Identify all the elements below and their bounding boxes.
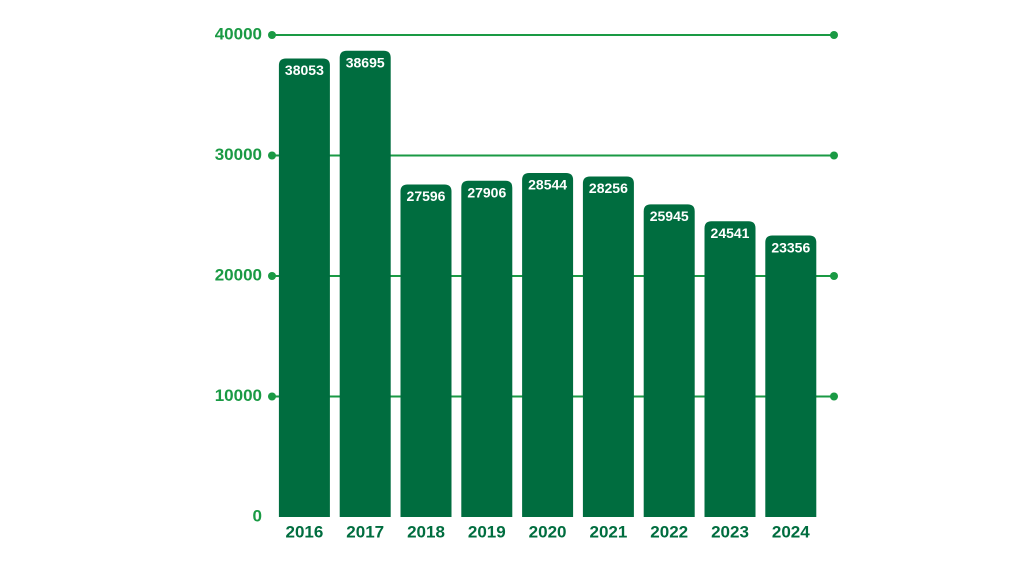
value-label: 38695 bbox=[346, 54, 385, 70]
x-tick-label: 2020 bbox=[529, 522, 567, 541]
y-tick-label: 10000 bbox=[215, 386, 262, 405]
value-label: 27906 bbox=[467, 184, 506, 200]
bar bbox=[643, 204, 695, 518]
value-label: 27596 bbox=[407, 188, 446, 204]
x-tick-label: 2018 bbox=[407, 522, 445, 541]
grid-dot bbox=[268, 392, 276, 401]
grid-dot bbox=[830, 31, 838, 39]
grid-dot bbox=[268, 272, 276, 280]
bar bbox=[765, 235, 817, 518]
x-tick-label: 2022 bbox=[650, 522, 688, 541]
grid-dot bbox=[830, 151, 838, 160]
x-tick-label: 2024 bbox=[772, 522, 810, 541]
bar bbox=[704, 221, 756, 517]
value-label: 28544 bbox=[528, 177, 567, 193]
y-tick-label: 0 bbox=[253, 506, 262, 525]
y-tick-label: 40000 bbox=[215, 24, 262, 43]
bar bbox=[278, 58, 330, 517]
bar bbox=[522, 173, 574, 517]
x-tick-label: 2023 bbox=[711, 522, 749, 541]
bar bbox=[461, 180, 513, 517]
y-tick-label: 30000 bbox=[215, 145, 262, 164]
value-label: 24541 bbox=[711, 225, 750, 241]
grid-dot bbox=[268, 31, 276, 39]
x-tick-label: 2017 bbox=[346, 522, 384, 541]
grid-dot bbox=[830, 272, 838, 280]
value-label: 28256 bbox=[589, 180, 628, 196]
bar bbox=[582, 176, 634, 517]
bar bbox=[400, 184, 452, 517]
bar bbox=[339, 50, 391, 517]
value-label: 25945 bbox=[650, 208, 689, 224]
grid-dot bbox=[268, 151, 276, 160]
value-label: 23356 bbox=[771, 239, 810, 255]
x-tick-label: 2016 bbox=[285, 522, 323, 541]
value-label: 38053 bbox=[285, 62, 324, 78]
y-tick-label: 20000 bbox=[215, 265, 262, 284]
x-tick-label: 2019 bbox=[468, 522, 506, 541]
grid-dot bbox=[830, 392, 838, 401]
x-tick-label: 2021 bbox=[589, 522, 627, 541]
